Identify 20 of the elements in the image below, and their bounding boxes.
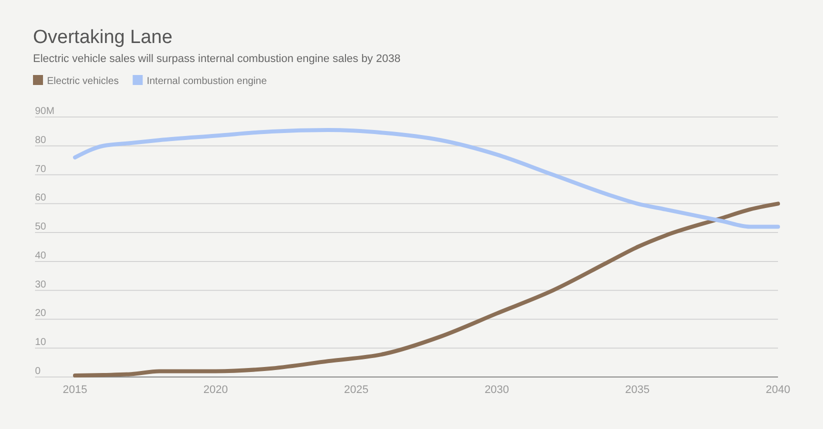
chart-subtitle: Electric vehicle sales will surpass internal combustion engine sales by 2038 <box>33 53 400 65</box>
y-tick-label: 20 <box>35 308 47 320</box>
y-tick-label: 80 <box>35 134 47 146</box>
chart-title: Overtaking Lane <box>33 27 172 48</box>
y-tick-label: 40 <box>35 250 47 262</box>
x-tick-label: 2040 <box>766 384 790 396</box>
y-tick-label: 50 <box>35 222 47 233</box>
x-tick-label: 2015 <box>62 384 88 396</box>
y-tick-label: 10 <box>35 337 47 348</box>
x-tick-label: 2025 <box>344 384 368 396</box>
x-tick-label: 2020 <box>203 384 228 396</box>
y-tick-label: 60 <box>35 192 47 204</box>
x-tick-label: 2035 <box>625 384 650 396</box>
x-tick-label: 2030 <box>484 384 510 396</box>
y-tick-label: 70 <box>35 164 47 175</box>
legend-label: Electric vehicles <box>47 76 119 87</box>
legend-label: Internal combustion engine <box>146 76 268 87</box>
y-tick-label: 90M <box>35 106 54 117</box>
y-tick-label: 0 <box>35 366 41 377</box>
y-tick-label: 30 <box>35 279 47 290</box>
